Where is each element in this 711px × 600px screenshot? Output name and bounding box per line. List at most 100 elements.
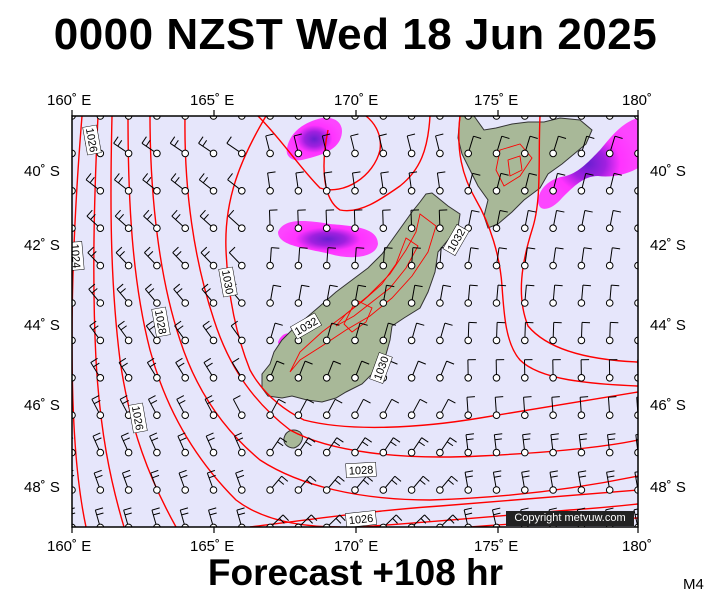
wind-barb-feather xyxy=(498,247,507,250)
wind-barb-feather xyxy=(452,514,459,521)
wind-station-dot xyxy=(634,224,638,232)
lon-label-160e-bottom: 160˚ E xyxy=(47,538,92,555)
wind-barb-feather xyxy=(614,135,623,140)
wind-station-dot xyxy=(238,486,246,494)
wind-barb-feather xyxy=(644,99,652,102)
wind-barb-feather xyxy=(204,251,210,257)
wind-barb-feather xyxy=(607,433,616,436)
wind-station-dot xyxy=(577,411,586,420)
wind-station-dot xyxy=(294,486,303,494)
wind-barb-feather xyxy=(62,177,66,183)
lon-label-180-bottom: 180˚ xyxy=(622,538,653,555)
wind-station-dot xyxy=(407,299,416,307)
lon-label-170e-bottom: 170˚ E xyxy=(334,538,379,555)
wind-barb-feather xyxy=(493,470,502,473)
wind-barb-feather xyxy=(606,470,615,473)
wind-station-dot xyxy=(96,336,105,345)
wind-barb-feather xyxy=(119,251,125,257)
wind-station-dot xyxy=(634,411,638,419)
wind-station-dot xyxy=(124,374,133,382)
wind-barb-feather xyxy=(363,398,371,404)
wind-station-dot xyxy=(72,149,76,158)
wind-barb-feather xyxy=(384,247,393,249)
lat-label-42s-right: 42˚ S xyxy=(650,237,686,254)
wind-barb-feather xyxy=(72,400,73,402)
wind-station-dot xyxy=(153,336,161,345)
wind-station-dot xyxy=(294,299,303,307)
wind-barb-feather xyxy=(118,213,124,220)
wind-barb-feather xyxy=(230,320,238,327)
isobar-label-2-text: 1024 xyxy=(68,243,82,268)
wind-barb-feather xyxy=(435,133,444,137)
wind-barb-feather xyxy=(526,284,535,287)
wind-barb-feather xyxy=(612,247,621,250)
wind-station-dot xyxy=(96,448,105,457)
wind-station-dot xyxy=(266,116,274,120)
wind-barb-feather xyxy=(61,103,65,109)
wind-barb-feather xyxy=(174,103,178,109)
wind-station-dot xyxy=(72,336,76,345)
wind-barb-feather xyxy=(119,395,128,400)
wind-barb-feather xyxy=(153,512,161,516)
wind-station-dot xyxy=(266,486,274,494)
forecast-label: Forecast +108 hr xyxy=(207,552,504,593)
wind-barb-feather xyxy=(146,103,150,109)
wind-station-dot xyxy=(521,149,529,158)
wind-station-dot xyxy=(605,187,614,195)
wind-barb-feather xyxy=(90,213,96,220)
wind-station-dot xyxy=(209,374,218,382)
wind-barb-feather xyxy=(228,209,235,217)
terrain-ring-5 xyxy=(507,155,523,177)
wind-barb-shaft xyxy=(72,264,73,266)
wind-barb-feather xyxy=(549,470,558,473)
isobar-label-2: 1024 xyxy=(68,241,85,271)
wind-barb-feather xyxy=(152,474,160,479)
wind-barb-feather xyxy=(64,396,71,400)
wind-barb-feather xyxy=(202,103,206,109)
wind-station-dot xyxy=(436,149,444,158)
wind-barb-feather xyxy=(424,514,431,521)
wind-barb-feather xyxy=(356,247,365,249)
wind-station-dot xyxy=(153,224,161,232)
wind-barb-feather xyxy=(409,171,418,174)
wind-barb-feather xyxy=(364,437,372,443)
isobar-west-5 xyxy=(149,116,638,501)
isobar-north-loop xyxy=(257,116,382,191)
wind-station-dot xyxy=(464,261,473,270)
wind-barb-feather xyxy=(390,441,397,447)
wind-station-dot xyxy=(464,448,473,457)
wind-barb-feather xyxy=(203,357,212,363)
wind-station-dot xyxy=(605,224,614,232)
wind-barb-feather xyxy=(146,176,152,184)
wind-station-dot xyxy=(351,448,359,457)
wind-barb-feather xyxy=(202,320,210,327)
wind-station-dot xyxy=(464,116,472,120)
wind-barb-feather xyxy=(306,398,315,404)
wind-barb-feather xyxy=(171,209,178,217)
wind-barb-feather xyxy=(91,288,98,294)
wind-barb-feather xyxy=(416,322,425,326)
wind-barb-feather xyxy=(321,96,329,99)
wind-station-dot xyxy=(72,116,76,120)
wind-barb-feather xyxy=(448,518,455,524)
wind-station-dot xyxy=(464,411,473,420)
wind-station-dot xyxy=(492,149,501,158)
wind-barb-feather xyxy=(358,284,367,288)
wind-barb-feather xyxy=(418,441,425,447)
wind-station-dot xyxy=(407,486,416,494)
wind-station-dot xyxy=(351,261,359,270)
wind-barb-feather xyxy=(231,357,240,363)
wind-station-dot xyxy=(577,149,586,158)
wind-barb-feather xyxy=(278,398,286,404)
wind-barb-shaft xyxy=(297,116,299,117)
wind-station-dot xyxy=(577,261,586,270)
wind-station-dot xyxy=(407,116,416,120)
wind-barb-feather xyxy=(142,173,149,181)
wind-barb-feather xyxy=(391,398,400,404)
wind-station-dot xyxy=(266,149,274,158)
wind-barb-feather xyxy=(304,360,313,365)
wind-station-dot xyxy=(238,299,246,307)
wind-barb-feather xyxy=(613,210,622,213)
lon-label-175e-top: 175˚ E xyxy=(474,92,519,109)
wind-station-dot xyxy=(124,116,133,120)
